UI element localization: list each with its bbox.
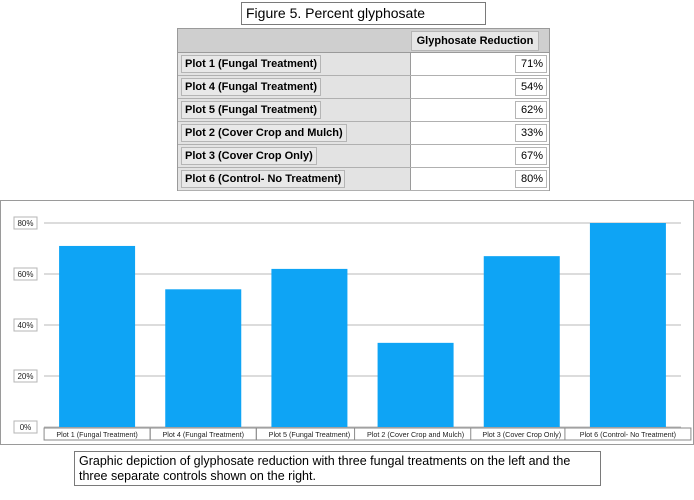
- x-tick-label: Plot 5 (Fungal Treatment): [269, 430, 351, 439]
- table-row: Plot 4 (Fungal Treatment) 54%: [178, 76, 549, 99]
- y-tick-box: [13, 420, 38, 434]
- table-header-row: Glyphosate Reduction: [178, 29, 549, 53]
- bar-chart-frame: 0% 20% 40% 60% 80% Plot 1 (Fungal Treatment) P…: [0, 200, 694, 445]
- y-tick-label: 80%: [17, 219, 33, 228]
- x-tick-label: Plot 4 (Fungal Treatment): [163, 430, 245, 439]
- bar: [589, 223, 666, 427]
- row-label: Plot 3 (Cover Crop Only): [181, 147, 317, 165]
- row-label: Plot 4 (Fungal Treatment): [181, 78, 322, 96]
- figure-title: Figure 5. Percent glyphosate reduction: [241, 2, 486, 42]
- y-tick-box: [13, 216, 38, 230]
- bar-chart: 0% 20% 40% 60% 80% Plot 1 (Fungal Treatment) P…: [13, 216, 692, 441]
- bar: [59, 245, 136, 427]
- row-label: Plot 1 (Fungal Treatment): [181, 55, 322, 73]
- y-tick-box: [13, 318, 38, 332]
- table-row: Plot 6 (Control- No Treatment) 80%: [178, 168, 549, 191]
- y-tick-box: [13, 369, 38, 383]
- row-value: 80%: [515, 170, 547, 188]
- bar: [165, 289, 242, 427]
- x-tick-box: [564, 427, 692, 441]
- row-value: 33%: [515, 124, 547, 142]
- row-label: Plot 2 (Cover Crop and Mulch): [181, 124, 347, 142]
- table-row: Plot 2 (Cover Crop and Mulch) 33%: [178, 122, 549, 145]
- column-header: Glyphosate Reduction: [411, 31, 539, 51]
- y-tick-label: 0%: [20, 423, 32, 432]
- row-value: 62%: [515, 101, 547, 119]
- bar: [377, 342, 454, 427]
- y-tick-label: 20%: [17, 372, 33, 381]
- row-value: 71%: [515, 55, 547, 73]
- x-tick-label: Plot 3 (Cover Crop Only): [482, 430, 561, 439]
- chart-caption: Graphic depiction of glyphosate reductio…: [74, 451, 601, 486]
- bar: [483, 256, 560, 427]
- table-row: Plot 3 (Cover Crop Only) 67%: [178, 145, 549, 168]
- row-value: 54%: [515, 78, 547, 96]
- y-tick-label: 60%: [17, 270, 33, 279]
- y-tick-label: 40%: [17, 321, 33, 330]
- row-label: Plot 5 (Fungal Treatment): [181, 101, 322, 119]
- x-tick-label: Plot 2 (Cover Crop and Mulch): [367, 430, 464, 439]
- x-tick-label: Plot 6 (Control- No Treatment): [580, 430, 676, 439]
- reduction-table: Glyphosate Reduction Plot 1 (Fungal Trea…: [177, 28, 550, 191]
- y-tick-box: [13, 267, 38, 281]
- x-tick-label: Plot 1 (Fungal Treatment): [56, 430, 138, 439]
- row-value: 67%: [515, 147, 547, 165]
- row-label: Plot 6 (Control- No Treatment): [181, 170, 346, 188]
- bar: [271, 268, 348, 427]
- table-row: Plot 1 (Fungal Treatment) 71%: [178, 53, 549, 76]
- table-row: Plot 5 (Fungal Treatment) 62%: [178, 99, 549, 122]
